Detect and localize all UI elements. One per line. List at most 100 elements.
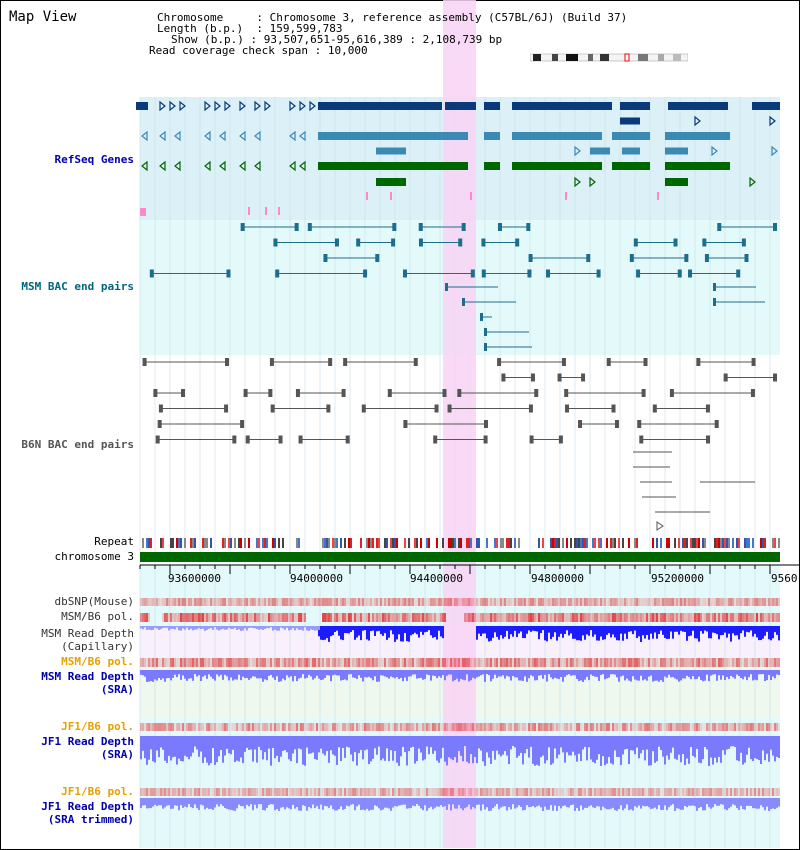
read-depth-bar: [264, 736, 266, 753]
polymorphism-mark: [570, 658, 572, 667]
polymorphism-mark: [576, 598, 578, 606]
read-depth-bar: [212, 670, 214, 679]
polymorphism-mark: [312, 598, 314, 606]
polymorphism-mark: [468, 788, 470, 796]
read-depth-bar: [454, 798, 456, 809]
polymorphism-mark: [402, 613, 404, 622]
read-depth-bar: [738, 626, 740, 640]
read-depth-bar: [344, 670, 346, 680]
polymorphism-mark: [590, 788, 592, 796]
read-depth-bar: [418, 626, 420, 638]
read-depth-bar: [750, 736, 752, 760]
polymorphism-mark: [610, 598, 612, 606]
read-depth-bar: [714, 736, 716, 758]
repeat-mark: [298, 538, 300, 548]
polymorphism-mark: [322, 613, 324, 622]
polymorphism-mark: [516, 613, 518, 622]
polymorphism-mark: [574, 613, 576, 622]
polymorphism-mark: [464, 723, 466, 731]
polymorphism-mark: [486, 723, 488, 731]
polymorphism-mark: [618, 598, 620, 606]
read-depth-bar: [524, 798, 526, 810]
polymorphism-mark: [694, 658, 696, 667]
read-depth-bar: [646, 736, 648, 750]
polymorphism-mark: [496, 598, 498, 606]
polymorphism-mark: [774, 598, 776, 606]
polymorphism-mark: [332, 658, 334, 667]
polymorphism-mark: [210, 658, 212, 667]
polymorphism-mark: [654, 788, 656, 796]
read-depth-bar: [226, 670, 228, 677]
bac-end: [530, 373, 535, 382]
polymorphism-mark: [628, 598, 630, 606]
read-depth-bar: [482, 736, 484, 762]
read-depth-bar: [640, 736, 642, 754]
read-depth-bar: [274, 798, 276, 811]
gene-arrow: [214, 100, 221, 112]
refseq-genes-label[interactable]: RefSeq Genes: [54, 153, 134, 166]
chromosome-ideogram[interactable]: [530, 53, 688, 62]
read-depth-bar: [374, 626, 376, 637]
read-depth-bar: [264, 626, 266, 629]
polymorphism-mark: [388, 658, 390, 667]
read-depth-bar: [730, 798, 732, 807]
polymorphism-mark: [724, 658, 726, 667]
polymorphism-mark: [412, 658, 414, 667]
read-depth-bar: [528, 670, 530, 679]
read-depth-bar: [318, 626, 320, 631]
polymorphism-mark: [428, 598, 430, 606]
polymorphism-mark: [228, 788, 230, 796]
read-depth-bar: [174, 626, 176, 630]
polymorphism-mark: [534, 788, 536, 796]
polymorphism-mark: [400, 613, 402, 622]
read-depth-bar: [590, 736, 592, 760]
polymorphism-mark: [302, 613, 304, 622]
polymorphism-mark: [366, 723, 368, 731]
read-depth-bar: [758, 626, 760, 641]
polymorphism-mark: [764, 658, 766, 667]
read-depth-bar: [288, 626, 290, 631]
read-depth-bar: [522, 736, 524, 765]
read-depth-bar: [326, 626, 328, 639]
polymorphism-mark: [300, 613, 302, 622]
read-depth-bar: [144, 798, 146, 806]
polymorphism-mark: [220, 658, 222, 667]
read-depth-bar: [676, 626, 678, 632]
read-depth-bar: [486, 736, 488, 753]
polymorphism-mark: [686, 658, 688, 667]
read-depth-bar: [754, 670, 756, 680]
polymorphism-mark: [492, 658, 494, 667]
polymorphism-mark: [698, 598, 700, 606]
read-depth-bar: [320, 736, 322, 749]
polymorphism-mark: [378, 658, 380, 667]
polymorphism-mark: [454, 788, 456, 796]
polymorphism-mark: [714, 788, 716, 796]
read-depth-bar: [554, 626, 556, 633]
polymorphism-mark: [712, 723, 714, 731]
polymorphism-mark: [172, 658, 174, 667]
read-depth-bar: [360, 736, 362, 750]
read-depth-bar: [234, 798, 236, 811]
read-depth-bar: [612, 736, 614, 765]
polymorphism-mark: [414, 723, 416, 731]
repeat-mark: [470, 538, 472, 548]
polymorphism-mark: [730, 658, 732, 667]
polymorphism-mark: [594, 658, 596, 667]
polymorphism-mark: [504, 598, 506, 606]
read-depth-bar: [670, 670, 672, 678]
polymorphism-mark: [556, 598, 558, 606]
read-depth-bar: [350, 736, 352, 755]
polymorphism-mark: [616, 788, 618, 796]
msm-bac-label[interactable]: MSM BAC end pairs: [21, 280, 134, 293]
polymorphism-mark: [436, 788, 438, 796]
polymorphism-mark: [556, 788, 558, 796]
read-depth-bar: [150, 736, 152, 750]
read-depth-bar: [374, 670, 376, 677]
read-depth-bar: [664, 626, 666, 638]
read-depth-bar: [452, 736, 454, 761]
b6n-bac-label[interactable]: B6N BAC end pairs: [21, 438, 134, 451]
repeat-mark: [416, 538, 418, 548]
gene-arrow: [254, 160, 261, 172]
read-depth-bar: [326, 798, 328, 807]
